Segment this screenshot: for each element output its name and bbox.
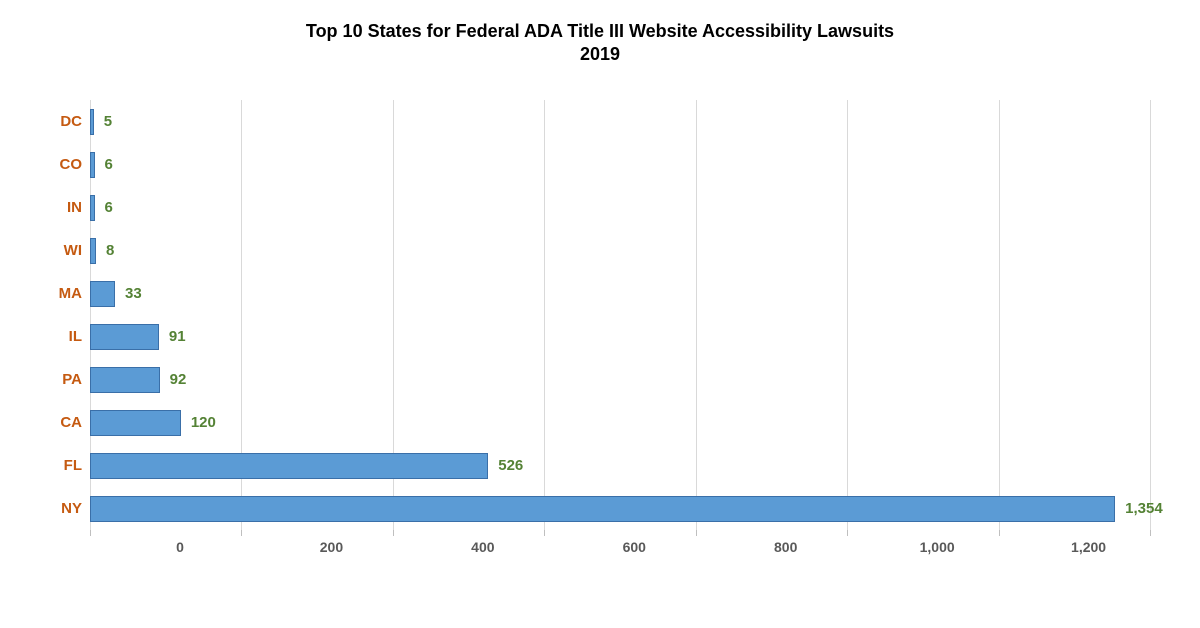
x-tick-label: 600 [623, 539, 646, 555]
x-tick-label: 1,200 [1071, 539, 1106, 555]
value-label: 92 [170, 371, 187, 388]
value-label: 1,354 [1125, 500, 1163, 517]
x-tick [241, 530, 242, 536]
value-label: 6 [105, 156, 113, 173]
bar [90, 410, 181, 436]
y-axis-label: PA [40, 371, 82, 388]
bar [90, 195, 95, 221]
x-tick [1150, 530, 1151, 536]
bars-region: DC5CO6IN6WI8MA33IL91PA92CA120FL526NY1,35… [90, 100, 1150, 530]
y-axis-label: MA [40, 285, 82, 302]
x-tick [393, 530, 394, 536]
x-tick-label: 200 [320, 539, 343, 555]
y-axis-label: IN [40, 199, 82, 216]
bar-row: PA92 [90, 358, 1150, 401]
y-axis-label: IL [40, 328, 82, 345]
bar-row: CA120 [90, 401, 1150, 444]
bar [90, 238, 96, 264]
chart-title: Top 10 States for Federal ADA Title III … [0, 20, 1200, 67]
x-axis [90, 529, 1150, 530]
x-tick [696, 530, 697, 536]
bar-row: MA33 [90, 272, 1150, 315]
bar [90, 152, 95, 178]
y-axis-label: DC [40, 113, 82, 130]
value-label: 91 [169, 328, 186, 345]
x-tick-label: 400 [471, 539, 494, 555]
y-axis-label: FL [40, 457, 82, 474]
value-label: 6 [105, 199, 113, 216]
bar-row: CO6 [90, 143, 1150, 186]
bar-row: IN6 [90, 186, 1150, 229]
value-label: 120 [191, 414, 216, 431]
plot-area: DC5CO6IN6WI8MA33IL91PA92CA120FL526NY1,35… [90, 100, 1150, 570]
bar [90, 496, 1115, 522]
bar [90, 281, 115, 307]
x-tick [544, 530, 545, 536]
value-label: 33 [125, 285, 142, 302]
chart-container: Top 10 States for Federal ADA Title III … [0, 0, 1200, 628]
value-label: 526 [498, 457, 523, 474]
y-axis-label: WI [40, 242, 82, 259]
x-tick [847, 530, 848, 536]
x-tick [999, 530, 1000, 536]
x-tick-label: 0 [176, 539, 184, 555]
bar-row: IL91 [90, 315, 1150, 358]
title-line-2: 2019 [0, 43, 1200, 66]
title-line-1: Top 10 States for Federal ADA Title III … [0, 20, 1200, 43]
bar [90, 453, 488, 479]
value-label: 5 [104, 113, 112, 130]
bar-row: FL526 [90, 444, 1150, 487]
bar [90, 109, 94, 135]
bar [90, 367, 160, 393]
bar [90, 324, 159, 350]
y-axis-label: NY [40, 500, 82, 517]
gridline [1150, 100, 1151, 530]
y-axis-label: CA [40, 414, 82, 431]
x-tick-label: 1,000 [920, 539, 955, 555]
x-tick-label: 800 [774, 539, 797, 555]
bar-row: WI8 [90, 229, 1150, 272]
y-axis-label: CO [40, 156, 82, 173]
bar-row: NY1,354 [90, 487, 1150, 530]
bar-row: DC5 [90, 100, 1150, 143]
value-label: 8 [106, 242, 114, 259]
x-tick [90, 530, 91, 536]
